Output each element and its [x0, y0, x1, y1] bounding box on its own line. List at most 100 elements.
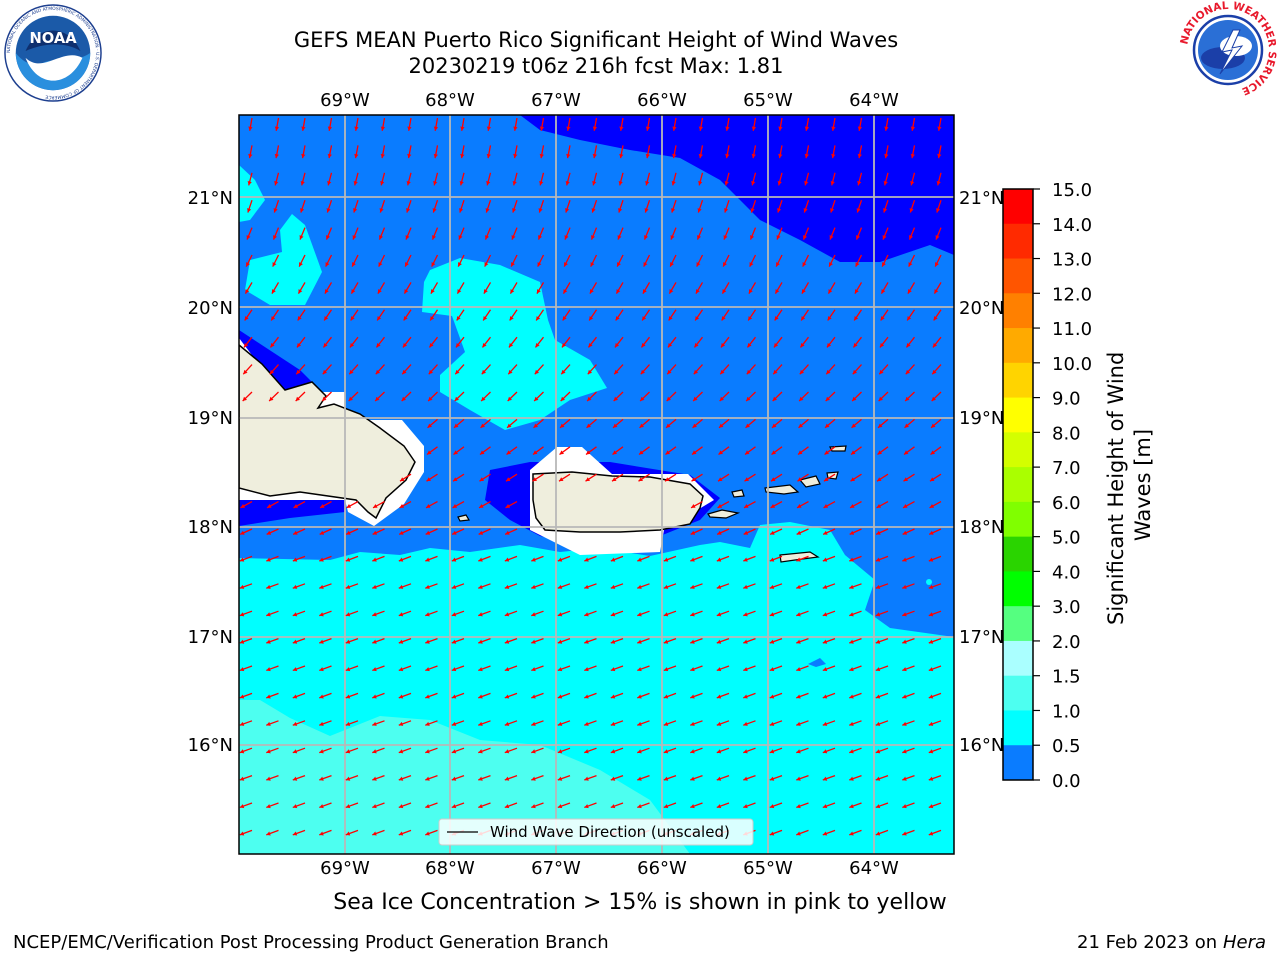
- wind-arrow: [692, 391, 703, 402]
- wind-arrow: [618, 199, 624, 213]
- wind-arrow: [239, 665, 253, 672]
- wind-arrow: [345, 829, 359, 836]
- wind-arrow: [770, 501, 783, 509]
- wind-arrow: [584, 720, 597, 726]
- wind-arrow: [639, 418, 650, 429]
- wind-arrow: [239, 637, 253, 644]
- wind-arrow: [531, 610, 544, 617]
- wind-arrow: [907, 282, 916, 294]
- lon-label-bottom: 64°W: [849, 858, 899, 879]
- wind-arrow: [266, 528, 279, 535]
- wind-arrow: [239, 829, 253, 836]
- wind-arrow: [479, 446, 491, 455]
- wind-arrow: [425, 528, 438, 535]
- wind-arrow: [587, 364, 597, 375]
- wind-arrow: [928, 555, 942, 562]
- wind-arrow: [637, 583, 650, 589]
- map-legend: Wind Wave Direction (unscaled): [438, 818, 754, 846]
- wind-arrow: [504, 555, 518, 562]
- wind-arrow: [345, 583, 359, 589]
- wind-arrow: [773, 336, 783, 348]
- wind-arrow: [796, 528, 809, 535]
- wind-arrow: [346, 501, 359, 509]
- lat-label-right: 17°N: [959, 627, 1004, 648]
- wind-arrow: [849, 774, 862, 781]
- wind-arrow: [876, 501, 889, 509]
- wind-arrow: [883, 172, 889, 186]
- wind-arrow: [610, 774, 624, 781]
- wind-arrow: [427, 391, 438, 402]
- wind-arrow: [300, 172, 306, 186]
- wind-arrow: [769, 692, 783, 699]
- wind-arrow: [584, 692, 597, 699]
- wind-arrow: [319, 637, 332, 644]
- wind-arrow: [664, 473, 677, 482]
- wind-arrow: [615, 282, 624, 294]
- wind-arrow: [929, 501, 942, 509]
- wind-arrow: [271, 282, 280, 294]
- wind-arrow: [663, 637, 677, 644]
- wind-arrow: [532, 473, 544, 482]
- wind-arrow: [690, 774, 703, 781]
- wind-arrow: [876, 473, 889, 482]
- wind-arrow: [454, 391, 465, 402]
- wind-arrow: [372, 610, 385, 617]
- wind-arrow: [822, 665, 836, 672]
- wind-arrow: [716, 637, 730, 644]
- wind-arrow: [619, 145, 624, 159]
- wind-arrow: [692, 418, 703, 429]
- wind-arrow: [560, 364, 571, 375]
- wind-arrow: [239, 583, 253, 589]
- wind-arrow: [769, 528, 783, 535]
- wind-arrow: [586, 391, 597, 402]
- wind-arrow: [722, 254, 730, 267]
- wind-arrow: [482, 309, 492, 321]
- wind-arrow: [851, 391, 862, 402]
- wind-arrow: [297, 309, 306, 321]
- wind-arrow: [665, 446, 677, 455]
- wind-arrow: [772, 364, 783, 375]
- wind-arrow: [716, 692, 730, 699]
- wind-arrow: [266, 720, 279, 726]
- wind-arrow: [266, 665, 279, 672]
- wind-arrow: [796, 720, 809, 726]
- wind-arrow: [478, 720, 491, 726]
- colorbar-tick-label: 5.0: [1052, 528, 1081, 549]
- wind-arrow: [743, 501, 756, 509]
- wind-arrow: [690, 665, 703, 672]
- wind-arrow: [345, 610, 359, 617]
- land-puerto-rico: [532, 471, 704, 533]
- wind-arrow: [875, 802, 889, 809]
- wind-arrow: [557, 774, 571, 781]
- wind-arrow: [934, 254, 942, 267]
- wind-arrow: [431, 254, 439, 267]
- wind-arrow: [239, 610, 253, 617]
- wind-arrow: [616, 254, 624, 267]
- legend-label: Wind Wave Direction (unscaled): [490, 823, 730, 841]
- wind-arrow: [902, 555, 915, 562]
- wind-arrow: [723, 227, 730, 240]
- wind-arrow: [398, 665, 412, 672]
- wind-arrow: [451, 747, 465, 754]
- wind-arrow: [743, 747, 756, 754]
- wind-arrow: [613, 364, 624, 375]
- wind-arrow: [796, 501, 809, 509]
- wind-arrow: [531, 583, 544, 589]
- wind-arrow: [637, 665, 650, 672]
- wind-arrow: [398, 528, 412, 535]
- wind-arrow: [875, 610, 889, 617]
- wind-arrow: [531, 747, 544, 754]
- wind-arrow: [507, 391, 518, 402]
- wind-arrow: [425, 637, 438, 644]
- wind-arrow: [429, 309, 439, 321]
- wind-arrow: [451, 802, 465, 809]
- wind-arrow: [587, 336, 598, 348]
- wind-arrow: [566, 145, 571, 159]
- wind-arrow: [772, 391, 783, 402]
- wind-arrow: [849, 720, 862, 726]
- wind-arrow: [425, 501, 438, 509]
- wind-arrow: [796, 555, 809, 562]
- wind-arrow: [292, 692, 306, 699]
- wind-arrow: [748, 282, 757, 294]
